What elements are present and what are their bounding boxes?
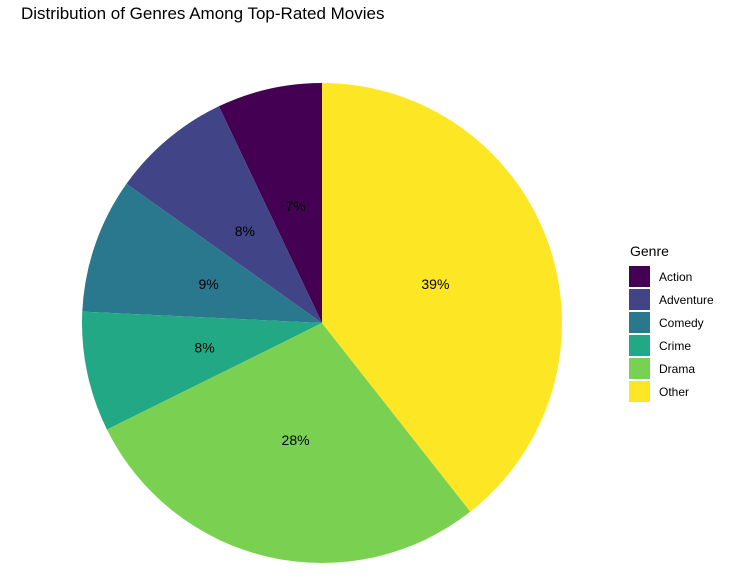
legend-item-comedy: Comedy	[629, 311, 714, 334]
pie-slice-other	[322, 82, 562, 512]
legend: Genre Action Adventure Comedy Crime Drama Oth…	[629, 243, 714, 403]
pie-slice-drama	[106, 323, 471, 564]
slice-label-action: 7%	[285, 198, 305, 214]
chart-title: Distribution of Genres Among Top-Rated M…	[21, 4, 385, 23]
legend-item-crime: Crime	[629, 334, 714, 357]
legend-label: Comedy	[659, 315, 704, 330]
legend-swatch	[629, 335, 650, 356]
slice-label-comedy: 9%	[198, 276, 218, 292]
legend-item-drama: Drama	[629, 357, 714, 380]
legend-label: Action	[659, 269, 693, 284]
legend-title: Genre	[630, 243, 669, 259]
slice-label-adventure: 8%	[235, 223, 255, 239]
slice-label-crime: 8%	[194, 340, 214, 356]
legend-swatch	[629, 266, 650, 287]
legend-item-other: Other	[629, 380, 714, 403]
legend-item-adventure: Adventure	[629, 288, 714, 311]
pie-slice-adventure	[126, 106, 322, 323]
legend-swatch	[629, 358, 650, 379]
legend-swatch	[629, 381, 650, 402]
legend-swatch	[629, 289, 650, 310]
legend-label: Crime	[659, 338, 691, 353]
slice-label-drama: 28%	[282, 432, 310, 448]
legend-label: Adventure	[659, 292, 714, 307]
slice-label-other: 39%	[421, 276, 449, 292]
legend-item-action: Action	[629, 265, 714, 288]
pie-slice-comedy	[82, 183, 322, 323]
pie-slice-crime	[82, 311, 322, 430]
pie-slice-action	[218, 83, 322, 323]
legend-label: Drama	[659, 361, 696, 376]
legend-label: Other	[659, 384, 690, 399]
legend-swatch	[629, 312, 650, 333]
